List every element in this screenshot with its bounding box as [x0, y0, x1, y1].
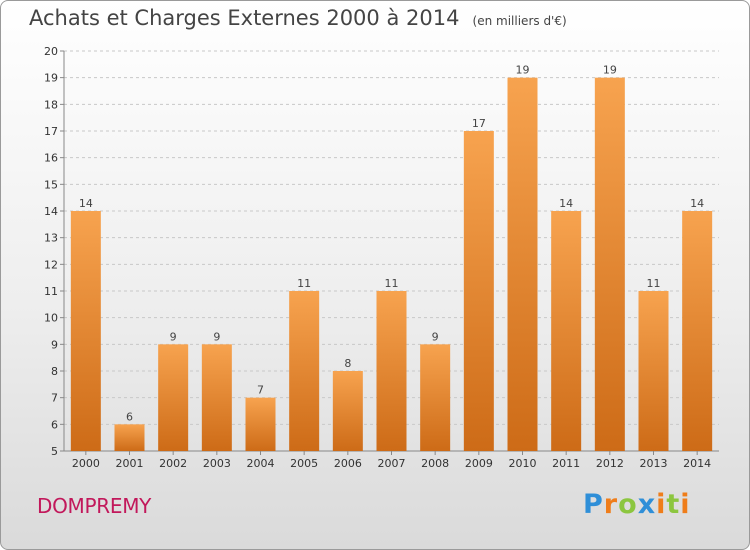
- bar-2008: [420, 344, 451, 451]
- y-tick-label: 7: [51, 392, 58, 405]
- x-tick-label-2003: 2003: [203, 457, 231, 470]
- y-tick-label: 18: [44, 98, 58, 111]
- labels: 5678910111213141516171819201420006200192…: [44, 45, 711, 470]
- x-tick-label-2000: 2000: [72, 457, 100, 470]
- y-tick-label: 9: [51, 338, 58, 351]
- bars: [70, 77, 713, 452]
- x-tick-label-2002: 2002: [159, 457, 187, 470]
- y-tick-label: 6: [51, 418, 58, 431]
- x-tick-label-2013: 2013: [640, 457, 668, 470]
- value-label-2009: 17: [472, 117, 486, 130]
- value-label-2000: 14: [79, 197, 93, 210]
- value-label-2006: 8: [344, 357, 351, 370]
- y-tick-label: 17: [44, 125, 58, 138]
- y-tick-label: 20: [44, 45, 58, 58]
- bar-2011: [551, 211, 582, 451]
- x-tick-label-2010: 2010: [509, 457, 537, 470]
- logo-letter: t: [666, 489, 681, 520]
- y-tick-label: 8: [51, 365, 58, 378]
- y-tick-label: 5: [51, 445, 58, 458]
- x-tick-label-2007: 2007: [378, 457, 406, 470]
- value-label-2005: 11: [297, 277, 311, 290]
- logo-letter: P: [583, 489, 604, 520]
- bar-2009: [463, 131, 494, 451]
- logo-letter: x: [637, 489, 657, 520]
- y-tick-label: 16: [44, 152, 58, 165]
- bar-2002: [158, 344, 189, 451]
- x-tick-label-2005: 2005: [290, 457, 318, 470]
- value-label-2004: 7: [257, 384, 264, 397]
- value-label-2011: 14: [559, 197, 573, 210]
- value-label-2013: 11: [647, 277, 661, 290]
- bar-2005: [289, 291, 320, 451]
- chart-unit: (en milliers d'€): [472, 14, 567, 28]
- bar-2007: [376, 291, 407, 451]
- value-label-2010: 19: [516, 64, 530, 77]
- y-tick-label: 15: [44, 178, 58, 191]
- logo-letter: o: [618, 489, 638, 520]
- bar-2001: [114, 424, 145, 451]
- bar-2013: [638, 291, 669, 451]
- y-tick-label: 10: [44, 312, 58, 325]
- x-tick-label-2012: 2012: [596, 457, 624, 470]
- bar-2000: [70, 211, 101, 451]
- commune-name: DOMPREMY: [37, 494, 152, 518]
- x-tick-label-2014: 2014: [683, 457, 711, 470]
- x-tick-label-2011: 2011: [552, 457, 580, 470]
- value-label-2001: 6: [126, 410, 133, 423]
- value-label-2007: 11: [385, 277, 399, 290]
- y-tick-label: 12: [44, 258, 58, 271]
- bar-2003: [201, 344, 232, 451]
- y-tick-label: 14: [44, 205, 58, 218]
- bar-2012: [594, 77, 625, 452]
- bar-2010: [507, 77, 538, 452]
- bar-2006: [332, 371, 363, 451]
- x-tick-label-2009: 2009: [465, 457, 493, 470]
- y-tick-label: 19: [44, 72, 58, 85]
- logo-letter: r: [603, 489, 619, 520]
- logo-letter: i: [680, 489, 691, 520]
- x-tick-label-2006: 2006: [334, 457, 362, 470]
- logo-letter: i: [656, 489, 667, 520]
- value-label-2002: 9: [170, 330, 177, 343]
- value-label-2008: 9: [432, 330, 439, 343]
- value-label-2003: 9: [213, 330, 220, 343]
- bar-2014: [682, 211, 713, 451]
- proxiti-logo: Proxiti: [583, 489, 691, 520]
- x-tick-label-2004: 2004: [247, 457, 275, 470]
- value-label-2014: 14: [690, 197, 704, 210]
- y-tick-label: 13: [44, 232, 58, 245]
- value-label-2012: 19: [603, 64, 617, 77]
- title-row: Achats et Charges Externes 2000 à 2014 (…: [29, 6, 567, 30]
- bar-2004: [245, 397, 276, 451]
- y-tick-label: 11: [44, 285, 58, 298]
- x-tick-label-2001: 2001: [116, 457, 144, 470]
- chart-title: Achats et Charges Externes 2000 à 2014: [29, 6, 460, 30]
- x-tick-label-2008: 2008: [421, 457, 449, 470]
